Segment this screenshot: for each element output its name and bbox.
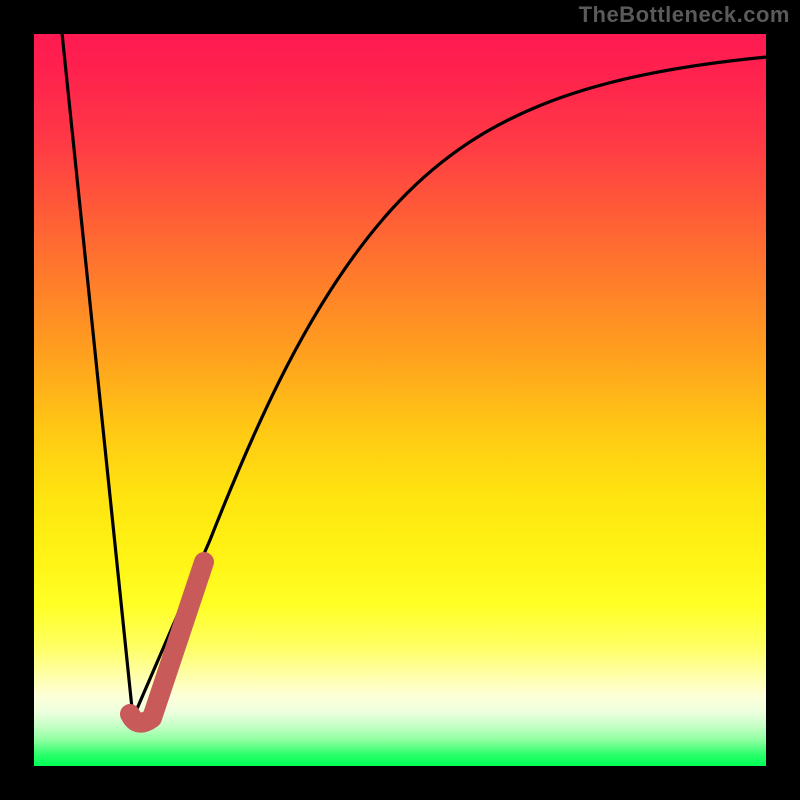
plot-background [34, 34, 766, 766]
chart-stage: TheBottleneck.com [0, 0, 800, 800]
chart-svg [0, 0, 800, 800]
watermark-text: TheBottleneck.com [579, 2, 790, 28]
